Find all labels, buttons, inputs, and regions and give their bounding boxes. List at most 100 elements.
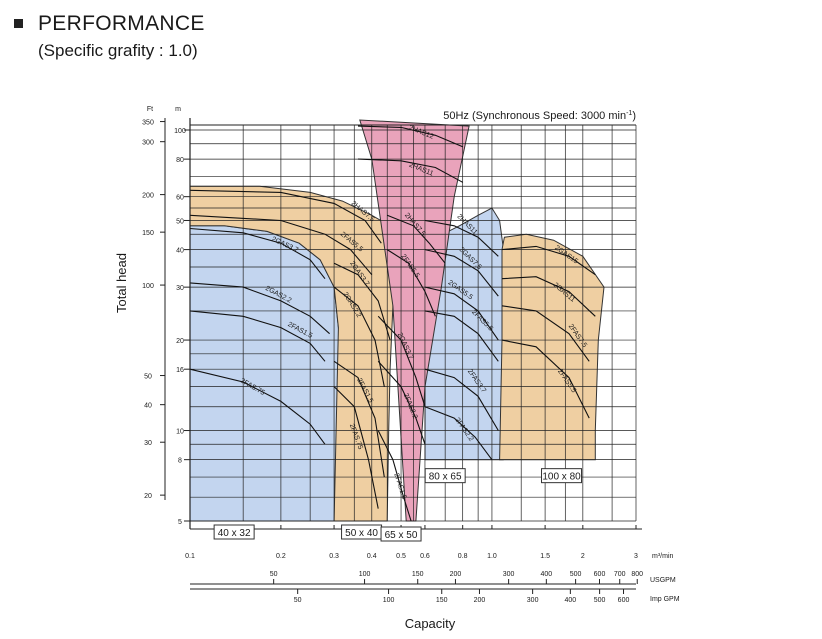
usgpm-unit: USGPM	[650, 577, 676, 584]
x-tick-label: 0.8	[458, 553, 468, 560]
curve-2FAS5.5	[189, 214, 373, 276]
curve-2GAS11	[501, 276, 596, 317]
curve-2FAS5.5	[501, 339, 590, 419]
size-label-box	[424, 468, 466, 484]
size-label-box	[213, 524, 255, 540]
chart-title: 50Hz (Synchronous Speed: 3000 min-1)	[443, 110, 636, 122]
page-subtitle: (Specific grafity : 1.0)	[38, 41, 198, 60]
chart-axes	[160, 118, 642, 594]
x-tick-label: 0.5	[396, 553, 406, 560]
m-tick-label: 16	[176, 367, 184, 374]
y-axis-title: Total head	[114, 253, 129, 313]
ft-tick-label: 30	[144, 440, 152, 447]
m-unit: m	[175, 106, 181, 113]
ft-tick-label: 200	[142, 193, 154, 200]
usgpm-tick-label: 100	[359, 571, 371, 578]
size-label: 100 x 80	[542, 472, 581, 483]
chart-title-end: )	[632, 110, 636, 122]
x-tick-label: 2	[581, 553, 585, 560]
curve-2FAS2.2	[424, 406, 493, 461]
impgpm-tick-label: 600	[618, 597, 630, 604]
impgpm-tick-label: 200	[474, 597, 486, 604]
curve-2FAS.75	[189, 368, 326, 445]
square-bullet-icon	[14, 19, 23, 28]
curve-2FAS5.5	[424, 310, 499, 362]
curve-2HAS7.5	[386, 214, 446, 264]
x-tick-label: 0.1	[185, 553, 195, 560]
ft-tick-label: 150	[142, 230, 154, 237]
size-label-box	[380, 526, 422, 542]
ft-tick-label: 40	[144, 403, 152, 410]
curve-2GAS3.7	[189, 227, 326, 280]
m-tick-label: 60	[176, 195, 184, 202]
impgpm-tick-label: 150	[436, 597, 448, 604]
size-label: 40 x 32	[218, 528, 251, 539]
size-label: 50 x 40	[345, 528, 378, 539]
curve-2GAS2.2	[189, 282, 330, 335]
usgpm-tick-label: 800	[631, 571, 643, 578]
m-tick-label: 40	[176, 248, 184, 255]
curve-2GAS15	[501, 245, 596, 276]
region-40x32	[189, 225, 348, 522]
ft-tick-label: 20	[144, 493, 152, 500]
model-regions	[189, 119, 605, 522]
curve-2GAS3.7	[377, 315, 426, 407]
usgpm-tick-label: 300	[503, 571, 515, 578]
usgpm-tick-label: 400	[540, 571, 552, 578]
curve-2HAS11	[424, 219, 499, 257]
impgpm-unit: Imp GPM	[650, 596, 680, 603]
chart-title-sup: -1	[626, 110, 632, 117]
usgpm-tick-label: 700	[614, 571, 626, 578]
impgpm-tick-label: 400	[565, 597, 577, 604]
impgpm-tick-label: 50	[294, 597, 302, 604]
m-tick-label: 30	[176, 285, 184, 292]
usgpm-tick-label: 500	[570, 571, 582, 578]
ft-tick-label: 50	[144, 374, 152, 381]
usgpm-tick-label: 150	[412, 571, 424, 578]
x-tick-label: 3	[634, 553, 638, 560]
chart-title-main: 50Hz (Synchronous Speed: 3000 min	[443, 110, 626, 122]
curve-2HAS12	[357, 125, 463, 148]
x-tick-label: 0.4	[367, 553, 377, 560]
x-tick-label: 1.0	[487, 553, 497, 560]
ft-unit: Ft	[147, 106, 153, 113]
m-tick-label: 5	[178, 519, 182, 526]
curve-2FAS7.5	[501, 305, 590, 362]
ft-tick-label: 100	[142, 283, 154, 290]
curve-2FAS.75	[333, 386, 379, 509]
usgpm-tick-label: 600	[594, 571, 606, 578]
m-tick-label: 10	[176, 429, 184, 436]
size-label: 65 x 50	[385, 530, 418, 541]
impgpm-tick-label: 500	[594, 597, 606, 604]
x-tick-label: 0.6	[420, 553, 430, 560]
m-tick-label: 80	[176, 157, 184, 164]
curve-2FAS1.5	[189, 310, 326, 362]
x-unit: m³/min	[652, 553, 673, 560]
size-label: 80 x 65	[429, 472, 462, 483]
region-50x40	[189, 185, 397, 522]
m-tick-label: 100	[174, 128, 186, 135]
impgpm-tick-label: 300	[527, 597, 539, 604]
x-tick-label: 1.5	[540, 553, 550, 560]
pump-curves	[189, 125, 596, 522]
curve-2GAS5.5	[424, 286, 499, 341]
page-title: PERFORMANCE	[38, 12, 205, 35]
m-tick-label: 50	[176, 218, 184, 225]
curve-2FAS1.5	[377, 430, 412, 522]
x-tick-label: 0.3	[329, 553, 339, 560]
curve-2FAS1.5	[333, 360, 385, 478]
region-100x80	[499, 233, 605, 461]
curve-2FAS5.5	[386, 249, 436, 317]
size-label-box	[541, 468, 583, 484]
impgpm-tick-label: 100	[383, 597, 395, 604]
curve-2GAS7.5	[424, 249, 499, 297]
x-tick-label: 0.2	[276, 553, 286, 560]
m-tick-label: 8	[178, 458, 182, 465]
curve-2FAS3.7	[424, 368, 499, 431]
ft-tick-label: 300	[142, 140, 154, 147]
usgpm-tick-label: 200	[450, 571, 462, 578]
curve-2HAS11	[357, 158, 463, 183]
m-tick-label: 20	[176, 338, 184, 345]
usgpm-tick-label: 50	[270, 571, 278, 578]
